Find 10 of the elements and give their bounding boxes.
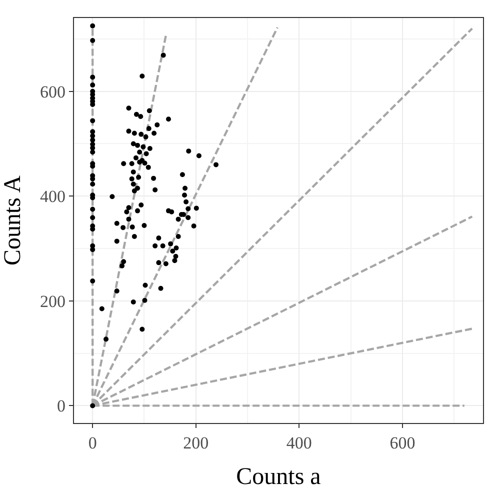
y-axis-title: Counts A (0, 174, 26, 266)
x-tick-label: 200 (183, 434, 209, 453)
y-tick-label: 400 (40, 187, 66, 206)
x-tick-label: 400 (286, 434, 312, 453)
y-tick-label: 200 (40, 292, 66, 311)
y-tick-label: 600 (40, 82, 66, 102)
x-tick-label: 600 (390, 434, 416, 453)
x-tick-label: 0 (88, 434, 97, 453)
x-axis-title: Counts a (236, 464, 322, 490)
y-tick-label: 0 (56, 396, 66, 416)
